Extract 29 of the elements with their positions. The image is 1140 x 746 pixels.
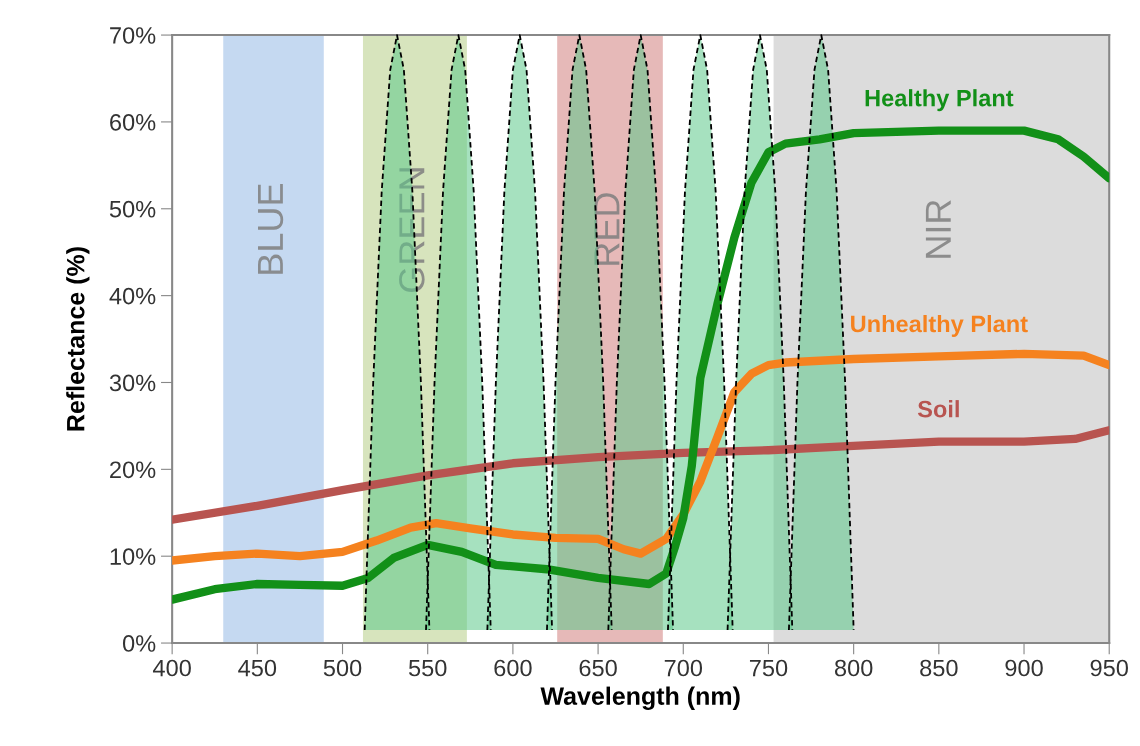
x-tick-label: 950 bbox=[1090, 659, 1128, 677]
series-label: Unhealthy Plant bbox=[851, 314, 1028, 337]
x-tick-label: 750 bbox=[749, 659, 788, 677]
y-tick-label: 50% bbox=[109, 200, 156, 218]
y-tick-label: 10% bbox=[110, 548, 156, 565]
series-label: Healthy Plant bbox=[865, 89, 1014, 112]
x-tick-label: 900 bbox=[1005, 659, 1043, 677]
x-tick-label: 700 bbox=[664, 659, 703, 677]
band-label: RED bbox=[594, 193, 620, 265]
series-label: Soil bbox=[917, 400, 959, 418]
band-label: GREEN bbox=[399, 168, 425, 293]
x-tick-label: 400 bbox=[152, 659, 191, 677]
x-tick-label: 650 bbox=[579, 659, 617, 677]
x-tick-label: 450 bbox=[238, 659, 277, 677]
y-tick-label: 70% bbox=[110, 27, 156, 44]
x-axis-title: Wavelength (nm) bbox=[540, 686, 740, 710]
band-label: BLUE bbox=[258, 184, 284, 274]
y-tick-label: 40% bbox=[109, 287, 156, 305]
y-tick-label: 20% bbox=[110, 461, 156, 479]
y-axis-title: Reflectance (%) bbox=[66, 247, 90, 431]
x-tick-label: 800 bbox=[834, 659, 873, 677]
x-tick-label: 500 bbox=[323, 659, 362, 677]
x-tick-label: 550 bbox=[408, 659, 447, 677]
x-tick-label: 600 bbox=[494, 659, 532, 677]
y-tick-label: 0% bbox=[122, 635, 156, 652]
y-tick-label: 30% bbox=[109, 374, 156, 392]
y-tick-label: 60% bbox=[110, 113, 156, 131]
band-label: NIR bbox=[925, 200, 951, 258]
x-tick-label: 850 bbox=[920, 659, 958, 677]
